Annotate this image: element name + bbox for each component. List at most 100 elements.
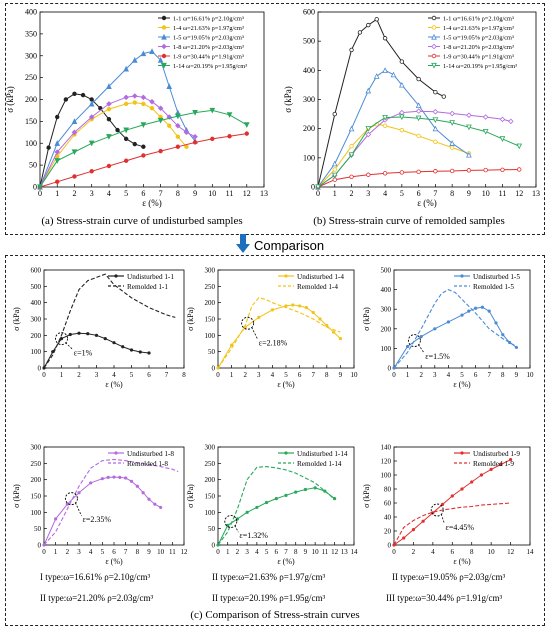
legend-entry: Undisturbed 1-5 xyxy=(473,273,520,281)
data-point xyxy=(466,112,472,119)
x-axis-label: ε (%) xyxy=(453,557,471,566)
data-point xyxy=(284,493,288,497)
legend-entry: Remolded 1-1 xyxy=(127,283,168,291)
y-tick-label: 140 xyxy=(381,444,392,452)
data-point xyxy=(494,321,498,325)
y-tick-label: 250 xyxy=(205,283,216,291)
data-point xyxy=(235,517,240,521)
data-point xyxy=(373,73,380,79)
x-tick-label: 3 xyxy=(90,189,94,198)
x-tick-label: 6 xyxy=(275,548,279,556)
x-tick-label: 10 xyxy=(312,548,320,556)
y-tick-label: 50 xyxy=(34,525,42,533)
x-tick-label: 1 xyxy=(406,371,410,379)
legend-entry: 1-8 ω=21.20% ρ=2.03g/cm³ xyxy=(443,44,514,51)
x-tick-label: 4 xyxy=(383,189,387,198)
x-tick-label: 12 xyxy=(181,548,189,556)
y-tick-label: 400 xyxy=(303,66,315,75)
y-tick-label: 150 xyxy=(25,117,37,126)
data-point xyxy=(500,167,505,172)
data-point xyxy=(72,174,77,179)
x-tick-label: 6 xyxy=(474,371,478,379)
y-tick-label: 200 xyxy=(205,299,216,307)
data-point xyxy=(123,158,129,163)
x-tick-label: 1 xyxy=(333,189,337,198)
data-point xyxy=(382,67,388,73)
x-tick-label: 0 xyxy=(216,548,220,556)
y-tick-label: 0 xyxy=(311,183,315,192)
x-tick-label: 8 xyxy=(325,371,329,379)
data-point xyxy=(244,131,249,136)
data-point xyxy=(480,305,484,309)
data-point xyxy=(140,94,147,101)
data-point xyxy=(132,93,138,99)
data-point xyxy=(331,160,338,167)
data-point xyxy=(123,136,129,142)
data-point xyxy=(421,519,425,523)
x-tick-label: 13 xyxy=(341,548,349,556)
y-axis-label: σ (kPa) xyxy=(5,86,15,113)
annotation-circle xyxy=(55,332,68,346)
data-point xyxy=(106,134,112,140)
data-point xyxy=(382,123,388,128)
x-tick-label: 8 xyxy=(470,548,474,556)
x-tick-label: 12 xyxy=(243,189,251,198)
x-tick-label: 2 xyxy=(72,189,76,198)
data-point xyxy=(230,343,234,347)
data-point xyxy=(175,134,181,139)
x-tick-label: 7 xyxy=(284,548,288,556)
data-point xyxy=(332,167,337,172)
legend-entry: 1-4 ω=21.63% ρ=1.97g/cm³ xyxy=(443,25,514,32)
data-point xyxy=(123,101,129,107)
y-tick-label: 250 xyxy=(31,460,42,468)
x-tick-label: 1 xyxy=(230,371,234,379)
y-tick-label: 150 xyxy=(205,316,216,324)
data-point xyxy=(106,106,112,112)
x-tick-label: 12 xyxy=(515,189,523,198)
annotation-circle xyxy=(241,316,255,330)
data-point xyxy=(348,125,355,132)
series-line-1-5 xyxy=(317,69,470,188)
x-tick-label: 10 xyxy=(157,548,165,556)
data-point xyxy=(166,83,173,89)
x-tick-label: 7 xyxy=(433,189,437,198)
data-point xyxy=(131,57,138,63)
series-line-1-14 xyxy=(317,116,520,188)
data-point xyxy=(257,315,261,319)
data-point xyxy=(264,500,269,505)
y-tick-label: 300 xyxy=(381,306,392,314)
data-point xyxy=(365,126,372,132)
data-point xyxy=(315,184,321,191)
legend-marker xyxy=(431,15,437,21)
series-line-1-8 xyxy=(39,95,196,188)
y-tick-label: 80 xyxy=(384,486,392,494)
chart-a: 0 1 2 3 4 5 6 7 8 9 10 11 12 130501001502002503003504… xyxy=(5,8,268,209)
series-line-1-5 xyxy=(39,50,196,188)
x-tick-label: 10 xyxy=(208,189,216,198)
data-point xyxy=(115,127,120,133)
data-point xyxy=(470,480,474,484)
annotation-label: ε=1.5% xyxy=(425,352,450,361)
data-point xyxy=(415,115,422,122)
x-tick-label: 2 xyxy=(350,189,354,198)
legend-entry: Undisturbed 1-8 xyxy=(127,450,174,458)
data-point xyxy=(516,143,523,150)
data-point xyxy=(159,505,163,510)
legend-marker xyxy=(284,451,288,455)
data-point xyxy=(298,304,302,308)
x-tick-label: 1 xyxy=(226,548,230,556)
data-point xyxy=(449,168,455,174)
legend-marker xyxy=(431,53,437,59)
x-tick-label: 13 xyxy=(532,189,540,198)
x-tick-label: 0 xyxy=(316,189,320,198)
data-point xyxy=(132,141,137,147)
series-line-remolded-1-1 xyxy=(43,273,176,369)
annotation-arrow xyxy=(234,525,239,533)
down-arrow-icon xyxy=(236,234,250,253)
y-axis-label: σ (kPa) xyxy=(362,484,371,508)
series-line-undisturbed-1-14 xyxy=(217,487,335,546)
x-tick-label: 11 xyxy=(226,189,234,198)
legend-entry: Remolded 1-9 xyxy=(473,460,514,468)
